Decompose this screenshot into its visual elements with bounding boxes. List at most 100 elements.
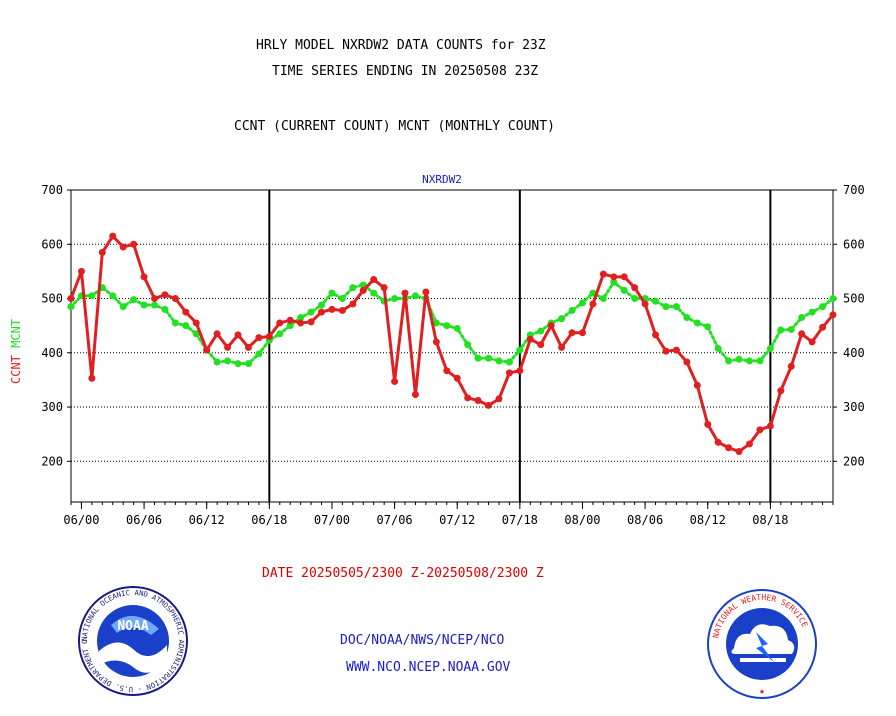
x-tick-label: 07/00 xyxy=(314,513,350,527)
plot-frame xyxy=(70,189,834,503)
y-tick-label-left: 200 xyxy=(41,454,63,468)
x-tick-label: 06/06 xyxy=(126,513,162,527)
mcnt-point xyxy=(234,360,242,368)
x-tick-label: 08/18 xyxy=(752,513,788,527)
y-tick-label-right: 400 xyxy=(843,346,865,360)
ccnt-point xyxy=(401,289,409,297)
ccnt-point xyxy=(610,273,618,281)
axis-ticks xyxy=(67,189,837,509)
mcnt-point xyxy=(495,357,503,365)
ccnt-point xyxy=(537,341,545,349)
ccnt-point xyxy=(380,284,388,292)
mcnt-point xyxy=(391,295,399,303)
mcnt-point xyxy=(286,322,294,330)
series-layer xyxy=(67,232,837,456)
mcnt-point xyxy=(599,295,607,303)
chart-subtitle: CCNT (CURRENT COUNT) MCNT (MONTHLY COUNT… xyxy=(234,119,555,134)
ccnt-point xyxy=(568,329,576,337)
ccnt-point xyxy=(578,329,586,337)
mcnt-point xyxy=(725,357,733,365)
ccnt-point xyxy=(516,367,524,375)
ccnt-point xyxy=(192,319,200,327)
mcnt-point xyxy=(213,358,221,366)
y-tick-label-right: 700 xyxy=(843,183,865,197)
mcnt-point xyxy=(620,286,628,294)
y-tick-label-right: 300 xyxy=(843,400,865,414)
mcnt-point xyxy=(745,357,753,365)
ccnt-point xyxy=(641,300,649,308)
ccnt-point xyxy=(693,381,701,389)
mcnt-point xyxy=(693,319,701,327)
y-tick-label-left: 500 xyxy=(41,292,63,306)
ccnt-point xyxy=(370,276,378,284)
ccnt-point xyxy=(672,346,680,354)
mcnt-point xyxy=(130,296,138,304)
svg-text:★: ★ xyxy=(759,686,765,697)
ccnt-point xyxy=(88,374,96,382)
ccnt-point xyxy=(526,335,534,343)
mcnt-point xyxy=(683,314,691,322)
y-axis-label: CCNT MCNT xyxy=(9,319,23,384)
mcnt-point xyxy=(255,350,263,358)
ccnt-point xyxy=(464,394,472,402)
mcnt-point xyxy=(432,319,440,327)
mcnt-point xyxy=(244,360,252,368)
mcnt-point xyxy=(349,284,357,292)
ccnt-point xyxy=(652,331,660,339)
ccnt-point xyxy=(255,334,263,342)
ccnt-point xyxy=(829,311,837,319)
mcnt-point xyxy=(192,330,200,338)
ccnt-point xyxy=(704,420,712,428)
mcnt-point xyxy=(464,341,472,349)
org-path-link[interactable]: DOC/NOAA/NWS/NCEP/NCO xyxy=(340,633,505,648)
mcnt-point xyxy=(808,308,816,316)
mcnt-point xyxy=(516,346,524,354)
ccnt-point xyxy=(161,291,169,299)
mcnt-point xyxy=(443,322,451,330)
ccnt-point xyxy=(714,438,722,446)
chart-inner-title: NXRDW2 xyxy=(422,173,462,186)
ccnt-point xyxy=(244,343,252,351)
mcnt-point xyxy=(672,303,680,311)
x-tick-label: 06/00 xyxy=(63,513,99,527)
y-axis-label-mcnt: MCNT xyxy=(9,319,23,348)
ccnt-point xyxy=(547,322,555,330)
nws-logo-icon[interactable]: NATIONAL WEATHER SERVICE ★ xyxy=(706,588,818,700)
mcnt-point xyxy=(819,303,827,311)
series-ccnt-line xyxy=(69,234,835,454)
axis-labels: 200 200 300 300 400 400 500 500 600 600 700 700 06/0… xyxy=(9,173,865,527)
x-tick-label: 06/18 xyxy=(251,513,287,527)
mcnt-point xyxy=(756,357,764,365)
noaa-logo-text: NOAA xyxy=(117,619,148,634)
x-tick-label: 06/12 xyxy=(189,513,225,527)
ccnt-point xyxy=(558,343,566,351)
website-link[interactable]: WWW.NCO.NCEP.NOAA.GOV xyxy=(346,660,511,675)
mcnt-point xyxy=(537,327,545,335)
ccnt-point xyxy=(151,295,159,303)
mcnt-point xyxy=(109,292,117,300)
ccnt-point xyxy=(766,422,774,430)
y-tick-label-right: 500 xyxy=(843,292,865,306)
ccnt-point xyxy=(286,316,294,324)
x-tick-label: 07/18 xyxy=(502,513,538,527)
chart-title-line1: HRLY MODEL NXRDW2 DATA COUNTS for 23Z xyxy=(256,38,546,53)
mcnt-point xyxy=(631,295,639,303)
mcnt-point xyxy=(119,303,127,311)
x-tick-label: 08/06 xyxy=(627,513,663,527)
ccnt-point xyxy=(297,319,305,327)
mcnt-point xyxy=(67,303,75,311)
plot-border xyxy=(70,189,834,503)
mcnt-point xyxy=(798,314,806,322)
ccnt-point xyxy=(130,240,138,248)
noaa-logo-icon[interactable]: NATIONAL OCEANIC AND ATMOSPHERIC ADMINIS… xyxy=(77,585,189,697)
y-tick-label-right: 600 xyxy=(843,237,865,251)
ccnt-point xyxy=(432,338,440,346)
mcnt-point xyxy=(652,297,660,305)
ccnt-point xyxy=(735,448,743,456)
mcnt-point xyxy=(578,299,586,307)
ccnt-point xyxy=(808,338,816,346)
ccnt-point xyxy=(328,305,336,313)
ccnt-point xyxy=(453,374,461,382)
ccnt-point xyxy=(391,378,399,386)
